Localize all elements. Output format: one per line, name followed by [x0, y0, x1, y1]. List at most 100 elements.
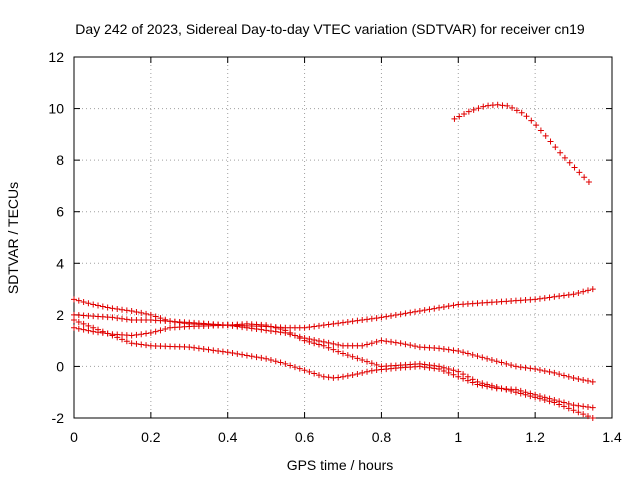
- data-point: [542, 132, 549, 139]
- data-point: [436, 363, 443, 370]
- data-point: [440, 346, 447, 353]
- chart-title: Day 242 of 2023, Sidereal Day-to-day VTE…: [75, 21, 585, 37]
- data-point: [138, 341, 145, 348]
- data-point: [364, 368, 371, 375]
- data-point: [527, 393, 534, 400]
- data-point: [123, 338, 130, 345]
- data-point: [451, 115, 458, 122]
- data-point: [368, 315, 375, 322]
- data-point: [485, 102, 492, 109]
- plot-frame: [73, 56, 613, 419]
- data-point: [147, 329, 154, 336]
- data-point: [267, 327, 274, 334]
- data-point: [123, 307, 130, 314]
- data-point: [541, 367, 548, 374]
- data-point: [560, 292, 567, 299]
- data-point: [162, 326, 169, 333]
- data-point: [71, 317, 77, 324]
- data-point: [536, 395, 543, 402]
- x-tick-label: 0.8: [372, 429, 392, 445]
- data-point: [488, 356, 495, 363]
- data-point: [508, 362, 515, 369]
- data-point: [71, 296, 77, 303]
- data-point: [426, 306, 433, 313]
- data-point: [532, 296, 539, 303]
- data-point: [99, 303, 106, 310]
- data-point: [445, 366, 452, 373]
- data-point: [517, 364, 524, 371]
- data-point: [465, 108, 472, 115]
- data-point: [445, 346, 452, 353]
- data-point: [315, 337, 322, 344]
- data-point: [512, 389, 519, 396]
- data-point: [378, 314, 385, 321]
- data-point: [306, 368, 313, 375]
- data-point: [359, 342, 366, 349]
- data-point: [416, 360, 423, 367]
- data-point: [325, 374, 332, 381]
- data-point: [383, 313, 390, 320]
- data-point: [234, 350, 241, 357]
- grid: [74, 57, 612, 418]
- data-point: [306, 336, 313, 343]
- data-point: [373, 338, 380, 345]
- data-point: [114, 306, 121, 313]
- data-point: [402, 341, 409, 348]
- data-point: [373, 315, 380, 322]
- data-point: [359, 317, 366, 324]
- data-point: [80, 326, 87, 333]
- data-point: [340, 319, 346, 326]
- data-point: [239, 324, 246, 331]
- data-point: [581, 174, 588, 181]
- y-tick-label: 12: [48, 49, 64, 65]
- data-point: [407, 309, 414, 316]
- x-tick-label: 1.2: [525, 429, 545, 445]
- y-tick-label: 2: [56, 307, 64, 323]
- data-point: [330, 320, 337, 327]
- data-point: [431, 305, 438, 312]
- data-point: [397, 311, 404, 318]
- data-point: [576, 169, 583, 176]
- data-point: [392, 339, 399, 346]
- data-point: [456, 113, 463, 120]
- y-tick-label: 6: [56, 204, 64, 220]
- data-point: [364, 316, 371, 323]
- x-tick-label: 0.6: [295, 429, 315, 445]
- data-point: [109, 305, 116, 312]
- data-point: [533, 122, 540, 129]
- data-point: [560, 372, 567, 379]
- data-point: [412, 343, 419, 350]
- data-point: [552, 144, 559, 151]
- data-point: [575, 289, 582, 296]
- data-marks: [71, 101, 596, 421]
- data-point: [229, 350, 236, 357]
- data-point: [195, 345, 202, 352]
- data-point: [119, 315, 126, 322]
- data-point: [85, 327, 92, 334]
- data-point: [349, 372, 356, 379]
- data-point: [474, 378, 481, 385]
- data-point: [461, 111, 468, 118]
- data-point: [71, 324, 77, 331]
- data-point: [561, 154, 568, 161]
- data-point: [311, 336, 318, 343]
- data-point: [219, 348, 226, 355]
- data-point: [498, 385, 505, 392]
- data-point: [464, 350, 471, 357]
- data-point: [455, 347, 462, 354]
- data-point: [277, 329, 284, 336]
- data-point: [359, 356, 366, 363]
- data-point: [450, 347, 457, 354]
- data-point: [556, 371, 563, 378]
- data-point: [128, 307, 135, 314]
- data-point: [335, 374, 342, 381]
- data-point: [282, 360, 289, 367]
- series-satellite-c: [71, 317, 596, 411]
- data-point: [436, 304, 443, 311]
- data-point: [253, 354, 260, 361]
- data-point: [258, 326, 265, 333]
- data-point: [565, 373, 572, 380]
- data-point: [503, 386, 510, 393]
- data-point: [239, 351, 246, 358]
- data-point: [229, 322, 236, 329]
